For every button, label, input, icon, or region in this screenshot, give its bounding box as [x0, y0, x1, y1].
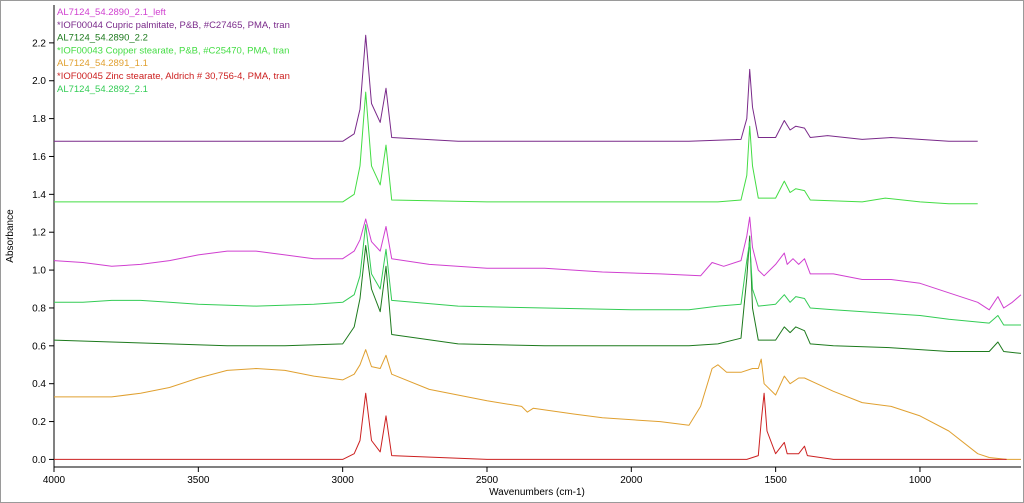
series-line-5: [54, 349, 1021, 460]
legend-entry: AL7124_54.2891_1.1: [57, 58, 148, 69]
series-line-2: [54, 34, 978, 142]
y-tick-label: 0.2: [32, 417, 46, 428]
y-tick-label: 2.0: [32, 76, 46, 87]
x-tick-label: 1500: [765, 475, 788, 486]
legend-entry: AL7124_54.2890_2.1_left: [57, 7, 166, 18]
legend-entry: AL7124_54.2892_2.1: [57, 84, 148, 95]
y-tick-label: 0.4: [32, 379, 46, 390]
x-tick-label: 2000: [620, 475, 643, 486]
series-line-4: [54, 91, 978, 205]
x-axis-title: Wavenumbers (cm-1): [489, 487, 585, 498]
x-tick-label: 3500: [187, 475, 210, 486]
y-tick-label: 2.2: [32, 38, 46, 49]
y-tick-label: 0.8: [32, 303, 46, 314]
y-axis-title: Absorbance: [5, 209, 16, 263]
x-tick-label: 2500: [476, 475, 499, 486]
axis-ticks: 4000 3500 3000 2500 2000 1500 1000 0.0 0.2 0.4 0.6…: [32, 38, 931, 486]
y-tick-label: 1.4: [32, 190, 46, 201]
series-line-3: [53, 235, 1022, 354]
legend-entry: AL7124_54.2890_2.2: [57, 33, 148, 44]
legend-entry: *IOF00045 Zinc stearate, Aldrich # 30,75…: [57, 71, 290, 82]
legend-entry: *IOF00043 Copper stearate, P&B, #C25470,…: [57, 45, 289, 56]
y-tick-label: 1.2: [32, 228, 46, 239]
y-tick-label: 0.6: [32, 341, 46, 352]
legend: AL7124_54.2890_2.1_left *IOF00044 Cupric …: [57, 7, 290, 95]
y-tick-label: 0.0: [32, 455, 46, 466]
y-tick-label: 1.8: [32, 114, 46, 125]
series-lines: [53, 34, 1022, 460]
x-tick-label: 4000: [43, 475, 66, 486]
series-line-6: [54, 392, 1007, 460]
series-line-1: [53, 216, 1022, 311]
series-line-7: [54, 224, 1021, 326]
x-tick-label: 1000: [909, 475, 932, 486]
y-tick-label: 1.6: [32, 152, 46, 163]
legend-entry: *IOF00044 Cupric palmitate, P&B, #C27465…: [57, 20, 290, 31]
x-tick-label: 3000: [332, 475, 355, 486]
y-tick-label: 1.0: [32, 266, 46, 277]
